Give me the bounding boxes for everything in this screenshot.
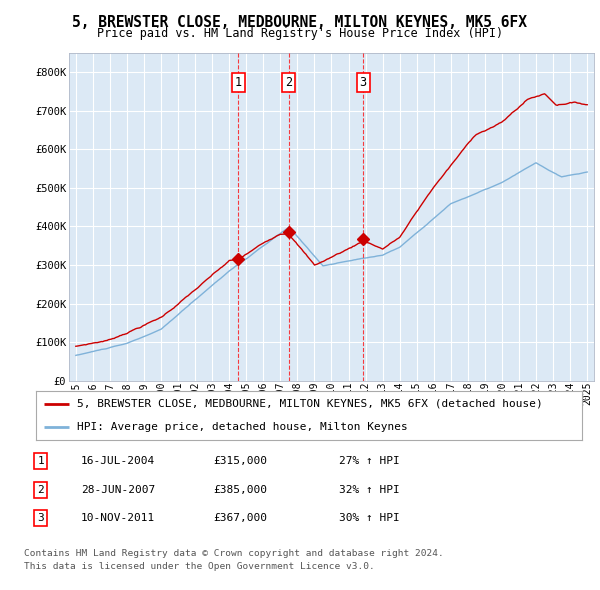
Text: 28-JUN-2007: 28-JUN-2007	[81, 485, 155, 494]
Text: Contains HM Land Registry data © Crown copyright and database right 2024.: Contains HM Land Registry data © Crown c…	[24, 549, 444, 558]
Text: £315,000: £315,000	[213, 457, 267, 466]
Text: 5, BREWSTER CLOSE, MEDBOURNE, MILTON KEYNES, MK5 6FX (detached house): 5, BREWSTER CLOSE, MEDBOURNE, MILTON KEY…	[77, 399, 543, 409]
Text: 32% ↑ HPI: 32% ↑ HPI	[339, 485, 400, 494]
Text: 1: 1	[235, 76, 242, 89]
Text: 30% ↑ HPI: 30% ↑ HPI	[339, 513, 400, 523]
Text: 1: 1	[37, 457, 44, 466]
Text: 3: 3	[359, 76, 367, 89]
Text: 5, BREWSTER CLOSE, MEDBOURNE, MILTON KEYNES, MK5 6FX: 5, BREWSTER CLOSE, MEDBOURNE, MILTON KEY…	[73, 15, 527, 30]
Text: 3: 3	[37, 513, 44, 523]
Text: 2: 2	[37, 485, 44, 494]
Text: 27% ↑ HPI: 27% ↑ HPI	[339, 457, 400, 466]
Text: HPI: Average price, detached house, Milton Keynes: HPI: Average price, detached house, Milt…	[77, 422, 408, 432]
Text: £367,000: £367,000	[213, 513, 267, 523]
Text: 16-JUL-2004: 16-JUL-2004	[81, 457, 155, 466]
Text: Price paid vs. HM Land Registry's House Price Index (HPI): Price paid vs. HM Land Registry's House …	[97, 27, 503, 40]
Text: £385,000: £385,000	[213, 485, 267, 494]
Text: This data is licensed under the Open Government Licence v3.0.: This data is licensed under the Open Gov…	[24, 562, 375, 571]
Text: 10-NOV-2011: 10-NOV-2011	[81, 513, 155, 523]
Text: 2: 2	[285, 76, 292, 89]
